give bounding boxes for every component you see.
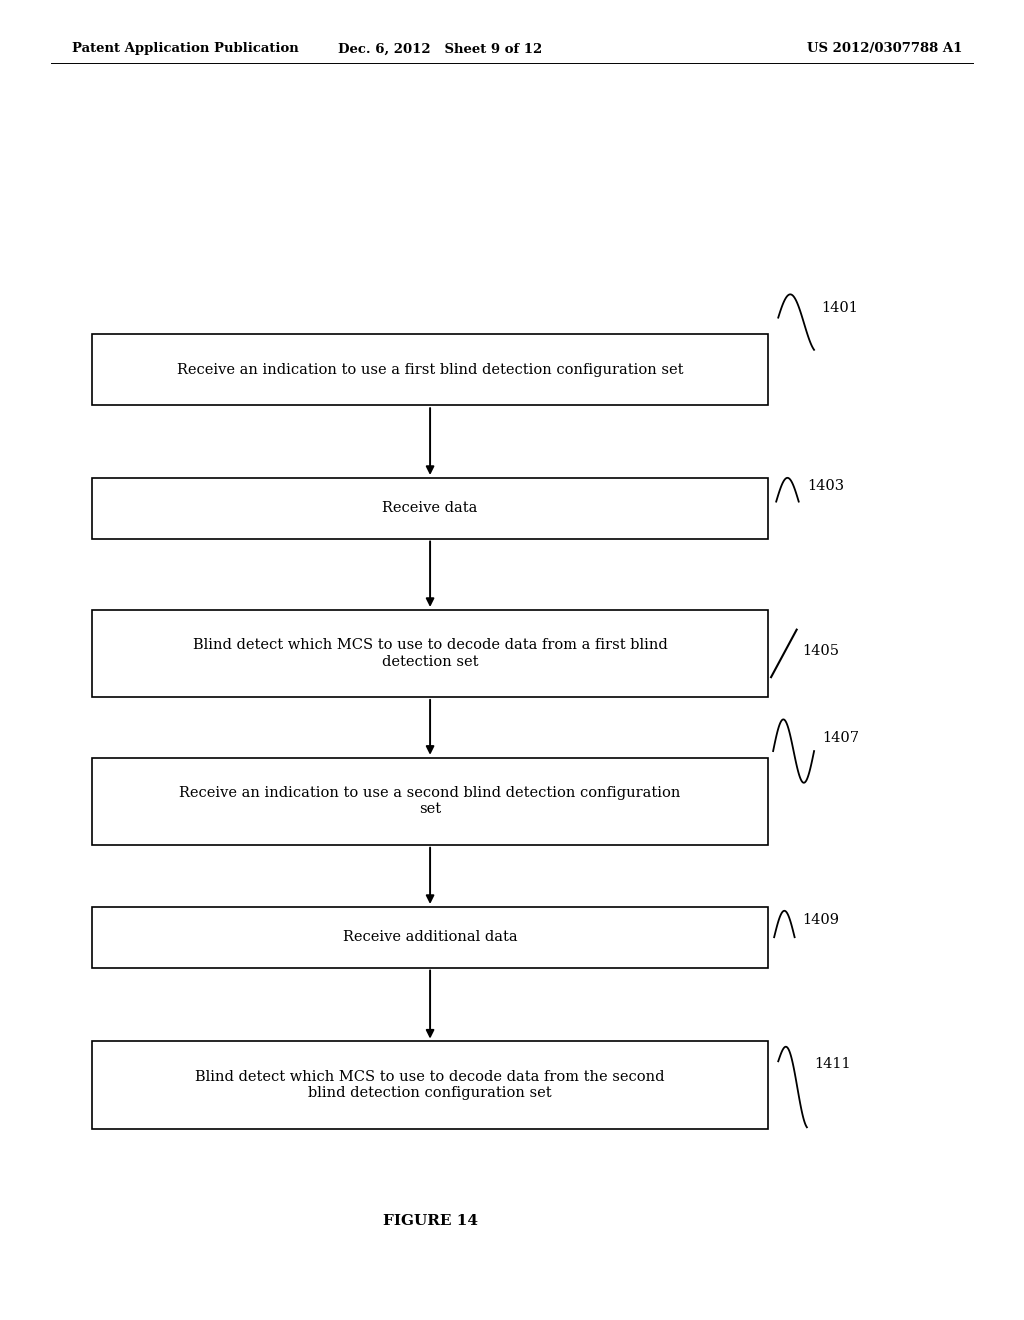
Text: Receive additional data: Receive additional data	[343, 931, 517, 944]
Bar	[92, 907, 768, 968]
Text: 1407: 1407	[822, 731, 859, 744]
Text: FIGURE 14: FIGURE 14	[383, 1214, 477, 1228]
Text: Blind detect which MCS to use to decode data from a first blind
detection set: Blind detect which MCS to use to decode …	[193, 639, 668, 668]
Bar	[92, 1041, 768, 1129]
Text: US 2012/0307788 A1: US 2012/0307788 A1	[807, 42, 963, 55]
Bar	[92, 758, 768, 845]
Bar	[92, 478, 768, 539]
Text: Receive an indication to use a first blind detection configuration set: Receive an indication to use a first bli…	[177, 363, 683, 376]
Text: Blind detect which MCS to use to decode data from the second
blind detection con: Blind detect which MCS to use to decode …	[196, 1071, 665, 1100]
Text: 1405: 1405	[802, 644, 839, 657]
Text: Receive an indication to use a second blind detection configuration
set: Receive an indication to use a second bl…	[179, 787, 681, 816]
Bar	[92, 610, 768, 697]
Text: 1403: 1403	[807, 479, 844, 492]
Text: 1411: 1411	[814, 1057, 851, 1071]
Text: Patent Application Publication: Patent Application Publication	[72, 42, 298, 55]
Text: Dec. 6, 2012   Sheet 9 of 12: Dec. 6, 2012 Sheet 9 of 12	[338, 42, 543, 55]
Text: 1401: 1401	[821, 301, 858, 314]
Text: Receive data: Receive data	[382, 502, 478, 515]
Bar	[92, 334, 768, 405]
Text: 1409: 1409	[802, 913, 839, 927]
